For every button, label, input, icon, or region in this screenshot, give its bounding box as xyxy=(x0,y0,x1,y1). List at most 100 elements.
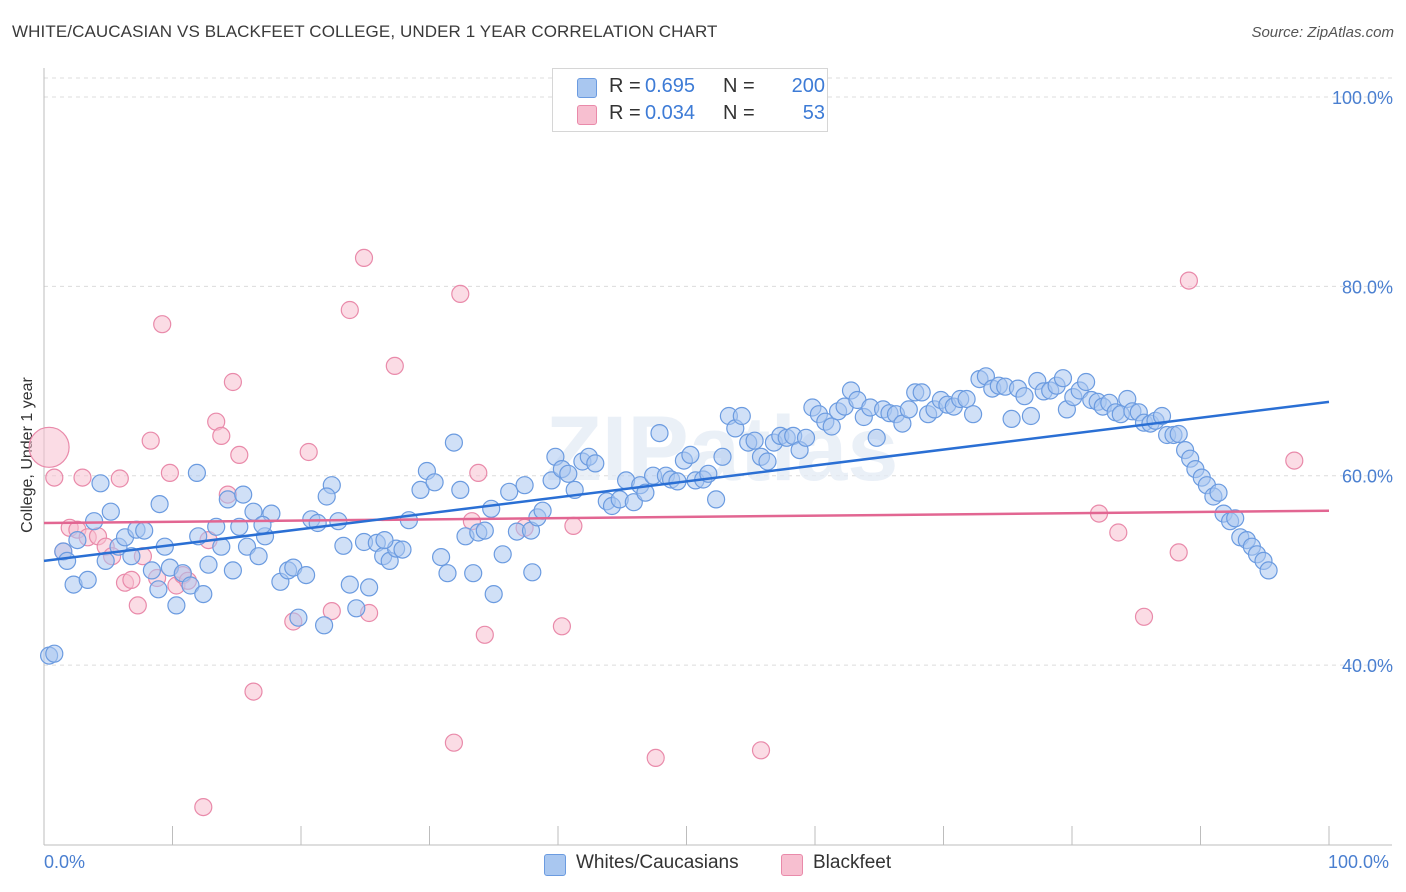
whites-point xyxy=(167,596,186,615)
whites-point xyxy=(650,424,669,443)
whites-point xyxy=(542,471,561,490)
whites-point xyxy=(315,616,334,635)
blackfeet-point xyxy=(230,445,249,464)
whites-point xyxy=(475,521,494,540)
blackfeet-point xyxy=(28,426,70,468)
y-tick-label: 100.0% xyxy=(1332,88,1393,108)
trend-lines xyxy=(43,400,1330,563)
whites-point xyxy=(1002,409,1021,428)
whites-point xyxy=(181,576,200,595)
chart-source: Source: ZipAtlas.com xyxy=(1251,24,1394,41)
legend-r-label: R = xyxy=(609,75,641,97)
whites-point xyxy=(636,483,655,502)
whites-point xyxy=(425,473,444,492)
blackfeet-point xyxy=(564,516,583,536)
blackfeet-point xyxy=(354,248,374,267)
whites-point xyxy=(451,480,470,499)
whites-point xyxy=(84,512,104,531)
whites-point xyxy=(758,452,777,471)
whites-trend-line xyxy=(43,400,1330,563)
whites-point xyxy=(493,545,512,564)
whites-point xyxy=(559,464,578,483)
whites-point xyxy=(533,501,552,520)
blackfeet-point xyxy=(128,596,147,615)
series-legend: Whites/Caucasians Blackfeet xyxy=(0,852,1406,878)
whites-point xyxy=(150,495,169,514)
whites-point xyxy=(253,515,272,535)
whites-point xyxy=(713,447,732,466)
whites-point xyxy=(706,490,726,509)
blackfeet-point xyxy=(122,570,141,590)
whites-point xyxy=(122,547,141,566)
whites-point xyxy=(194,584,213,604)
blackfeet-point xyxy=(223,372,242,392)
whites-point xyxy=(91,474,110,493)
whites-point xyxy=(78,570,97,590)
whites-point xyxy=(249,547,268,566)
whites-point xyxy=(360,578,379,597)
blue-swatch-icon xyxy=(544,854,566,876)
blackfeet-point xyxy=(322,601,341,621)
legend-label-blackfeet: Blackfeet xyxy=(813,852,892,873)
blackfeet-point xyxy=(212,426,231,445)
blackfeet-point xyxy=(646,748,665,768)
whites-point xyxy=(957,389,976,409)
whites-point xyxy=(45,644,64,663)
whites-point xyxy=(500,482,519,501)
legend-n-label: N = xyxy=(723,75,755,97)
whites-point xyxy=(912,383,931,402)
x-tick-label-min: 0.0% xyxy=(44,852,86,872)
blackfeet-point xyxy=(299,442,318,462)
pink-swatch-icon xyxy=(577,105,597,125)
blackfeet-point xyxy=(1109,523,1128,542)
whites-point xyxy=(1226,509,1245,528)
whites-point xyxy=(1152,406,1172,426)
legend-n-value: 53 xyxy=(802,102,825,124)
whites-point xyxy=(899,400,918,419)
whites-point xyxy=(223,561,242,580)
whites-point xyxy=(297,565,316,585)
y-tick-labels: 40.0% 60.0% 80.0% 100.0% xyxy=(1332,88,1393,676)
whites-point xyxy=(393,540,412,559)
blackfeet-point xyxy=(153,315,172,334)
blackfeet-point xyxy=(1179,271,1199,290)
whites-point xyxy=(230,517,249,536)
whites-point xyxy=(432,547,451,567)
legend-label-whites: Whites/Caucasians xyxy=(576,852,739,873)
blackfeet-point xyxy=(751,741,771,760)
chart-title: WHITE/CAUCASIAN VS BLACKFEET COLLEGE, UN… xyxy=(12,22,718,41)
blackfeet-point xyxy=(451,284,470,303)
blackfeet-point xyxy=(244,682,263,701)
whites-point xyxy=(464,564,483,583)
legend-n-label: N = xyxy=(723,102,755,124)
whites-point xyxy=(149,580,168,599)
correlation-legend: R = 0.695 N = 200 R = 0.034 N = 53 xyxy=(552,68,828,132)
whites-point xyxy=(1169,424,1188,444)
blackfeet-point xyxy=(194,797,213,817)
legend-r-value: 0.695 xyxy=(645,75,696,97)
whites-point xyxy=(515,476,534,495)
whites-point xyxy=(135,521,154,540)
whites-point xyxy=(1209,483,1228,502)
blackfeet-point xyxy=(469,463,488,482)
whites-point xyxy=(444,433,463,452)
whites-point xyxy=(347,599,366,618)
blackfeet-point xyxy=(110,469,129,488)
y-tick-label: 40.0% xyxy=(1342,656,1393,676)
whites-point xyxy=(482,499,501,518)
whites-point xyxy=(68,530,87,550)
whites-point xyxy=(411,480,430,499)
x-tick-label-max: 100.0% xyxy=(1328,852,1390,872)
whites-point xyxy=(218,490,237,509)
blue-swatch-icon xyxy=(577,78,597,98)
whites-point xyxy=(1021,406,1041,426)
whites-point xyxy=(142,561,161,580)
whites-point xyxy=(745,431,764,450)
gridlines xyxy=(44,77,1392,666)
whites-point xyxy=(187,463,206,482)
whites-point xyxy=(1015,387,1034,406)
blackfeet-point xyxy=(141,431,160,450)
blackfeet-point xyxy=(552,617,572,636)
whites-point xyxy=(1053,369,1073,388)
